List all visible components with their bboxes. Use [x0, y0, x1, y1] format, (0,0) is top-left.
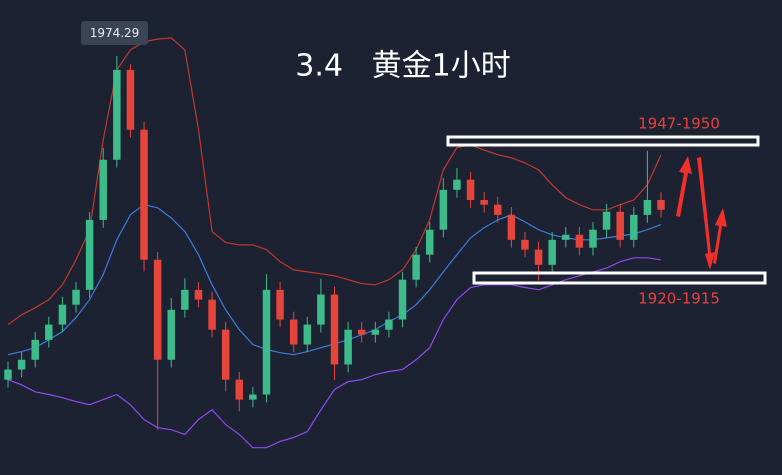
candle-body	[58, 304, 67, 325]
candle-body	[45, 324, 53, 340]
candle-body	[657, 200, 665, 210]
band-line	[7, 257, 662, 449]
candle-body	[507, 214, 516, 240]
candle-body	[126, 69, 135, 130]
candle-body	[221, 329, 230, 380]
resistance-zone	[446, 135, 760, 147]
candle-body	[534, 249, 543, 265]
candle-body	[439, 189, 448, 230]
candle-body	[153, 259, 162, 360]
candle-body	[616, 211, 624, 240]
candle-body	[494, 204, 502, 215]
price-tag	[81, 21, 148, 45]
candle-body	[194, 289, 203, 300]
arrow-up	[713, 208, 727, 264]
candle-body	[99, 159, 107, 220]
candle-body	[344, 329, 352, 365]
candle-body	[167, 309, 175, 360]
candle-body	[235, 379, 244, 400]
candle-body	[643, 200, 652, 215]
chart-title: 3.4 黄金1小时	[295, 49, 510, 84]
zone-label: 1920-1915	[638, 290, 720, 308]
candle-body	[371, 329, 380, 335]
high-price-label: 1974.29	[90, 26, 140, 40]
candle-body	[330, 294, 339, 365]
candle-body	[385, 319, 393, 330]
support-zone	[472, 271, 767, 285]
candle-body	[480, 200, 488, 205]
candle-body	[208, 299, 216, 330]
candle-body	[303, 324, 312, 345]
arrow-up	[676, 156, 692, 217]
candle-body	[630, 214, 638, 240]
candle-body	[289, 319, 298, 345]
candle-body	[562, 234, 570, 240]
candle-body	[72, 289, 80, 305]
candle-body	[575, 234, 584, 248]
candle-body	[357, 329, 366, 335]
candle-body	[602, 211, 611, 230]
candle-body	[548, 239, 556, 265]
arrows	[676, 156, 727, 270]
candle-body	[412, 254, 420, 280]
candles	[4, 55, 665, 430]
candle-body	[398, 279, 407, 320]
candle-body	[4, 369, 12, 380]
candle-body	[31, 339, 39, 360]
candle-body	[113, 69, 121, 160]
candle-body	[181, 289, 189, 310]
candle-body	[140, 129, 148, 260]
candle-body	[249, 394, 257, 400]
zone-label: 1947-1950	[638, 115, 720, 133]
candle-body	[317, 294, 325, 325]
candle-body	[425, 229, 434, 255]
candle-body	[276, 289, 284, 320]
candle-body	[453, 179, 461, 190]
candle-body	[262, 289, 271, 395]
candle-body	[85, 219, 94, 290]
candle-body	[589, 229, 597, 248]
candle-body	[466, 179, 475, 200]
candle-body	[521, 239, 529, 250]
arrow-down	[697, 157, 715, 270]
candle-body	[17, 359, 26, 370]
